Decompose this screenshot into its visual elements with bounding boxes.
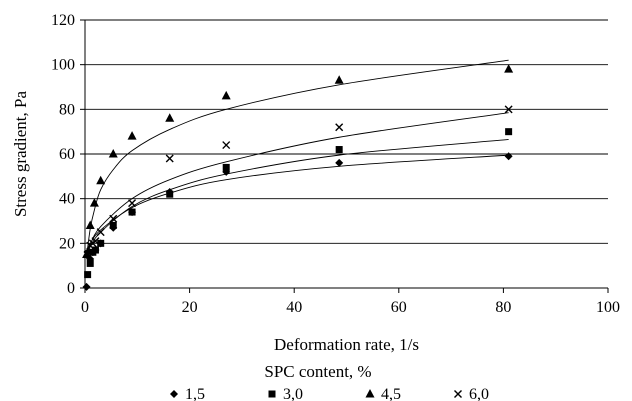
data-points	[82, 64, 514, 291]
x-tick-label: 0	[81, 299, 89, 316]
data-point-series-3	[96, 175, 106, 185]
data-point-series-4	[109, 214, 118, 223]
x-tick-label: 40	[286, 299, 302, 316]
x-axis-title: Deformation rate, 1/s	[274, 335, 419, 354]
data-point-series-4	[128, 199, 137, 208]
legend-marker-3	[365, 389, 375, 398]
data-point-series-1	[82, 282, 91, 291]
x-tick-label: 20	[182, 299, 198, 316]
data-point-series-2	[86, 259, 94, 267]
data-point-series-4	[504, 105, 513, 114]
legend-label-4: 6,0	[469, 386, 489, 401]
trend-line-series-3	[86, 59, 509, 257]
trend-lines	[86, 59, 509, 260]
tick-labels: 0 20 40 60 80 100 120 0 20 40 60 80 100	[51, 12, 620, 316]
data-point-series-3	[85, 220, 95, 229]
data-point-series-4	[91, 237, 100, 246]
legend-label-3: 4,5	[381, 386, 401, 401]
data-point-series-3	[89, 198, 99, 207]
data-point-series-2	[91, 246, 99, 254]
x-tick-label: 60	[391, 299, 407, 316]
data-point-series-3	[165, 113, 175, 122]
data-point-series-4	[165, 154, 174, 163]
gridlines	[85, 19, 608, 244]
data-point-series-1	[504, 152, 513, 161]
legend-item-1: 1,5	[170, 386, 205, 401]
y-tick-label: 40	[59, 191, 75, 208]
legend-marker-1	[170, 390, 178, 398]
legend-marker-4	[454, 390, 462, 398]
data-point-series-4	[335, 123, 344, 132]
y-tick-label: 100	[51, 57, 75, 74]
legend: 1,5 3,0 4,5 6,0	[170, 386, 489, 401]
data-point-series-3	[108, 149, 118, 158]
data-point-series-2	[97, 239, 105, 247]
data-point-series-3	[221, 90, 231, 100]
data-point-series-4	[96, 228, 105, 237]
x-tick-label: 100	[596, 299, 620, 316]
data-point-series-3	[127, 131, 137, 140]
data-point-series-2	[128, 208, 136, 216]
trend-line-series-1	[86, 154, 509, 253]
data-point-series-2	[84, 271, 92, 279]
data-point-series-1	[335, 158, 344, 167]
data-point-series-2	[166, 190, 174, 198]
y-tick-label: 80	[59, 101, 75, 118]
axes	[80, 19, 609, 293]
legend-marker-2	[268, 390, 276, 398]
data-point-series-2	[222, 163, 230, 171]
y-tick-label: 60	[59, 146, 75, 163]
x-tick-label: 80	[495, 299, 511, 316]
y-tick-label: 120	[51, 12, 75, 29]
data-point-series-2	[335, 146, 343, 154]
legend-title: SPC content, %	[264, 362, 371, 381]
data-point-series-2	[109, 221, 117, 229]
legend-label-1: 1,5	[185, 386, 205, 401]
y-axis-title: Stress gradient, Pa	[11, 91, 30, 218]
legend-item-2: 3,0	[268, 386, 303, 401]
data-point-series-4	[222, 141, 231, 150]
legend-item-3: 4,5	[365, 386, 401, 401]
data-point-series-3	[504, 64, 514, 73]
y-tick-label: 0	[67, 280, 75, 297]
y-tick-label: 20	[59, 235, 75, 252]
trend-line-series-4	[86, 112, 509, 256]
legend-item-4: 6,0	[454, 386, 489, 401]
legend-label-2: 3,0	[283, 386, 303, 401]
data-point-series-2	[505, 128, 513, 136]
data-point-series-3	[334, 75, 344, 84]
